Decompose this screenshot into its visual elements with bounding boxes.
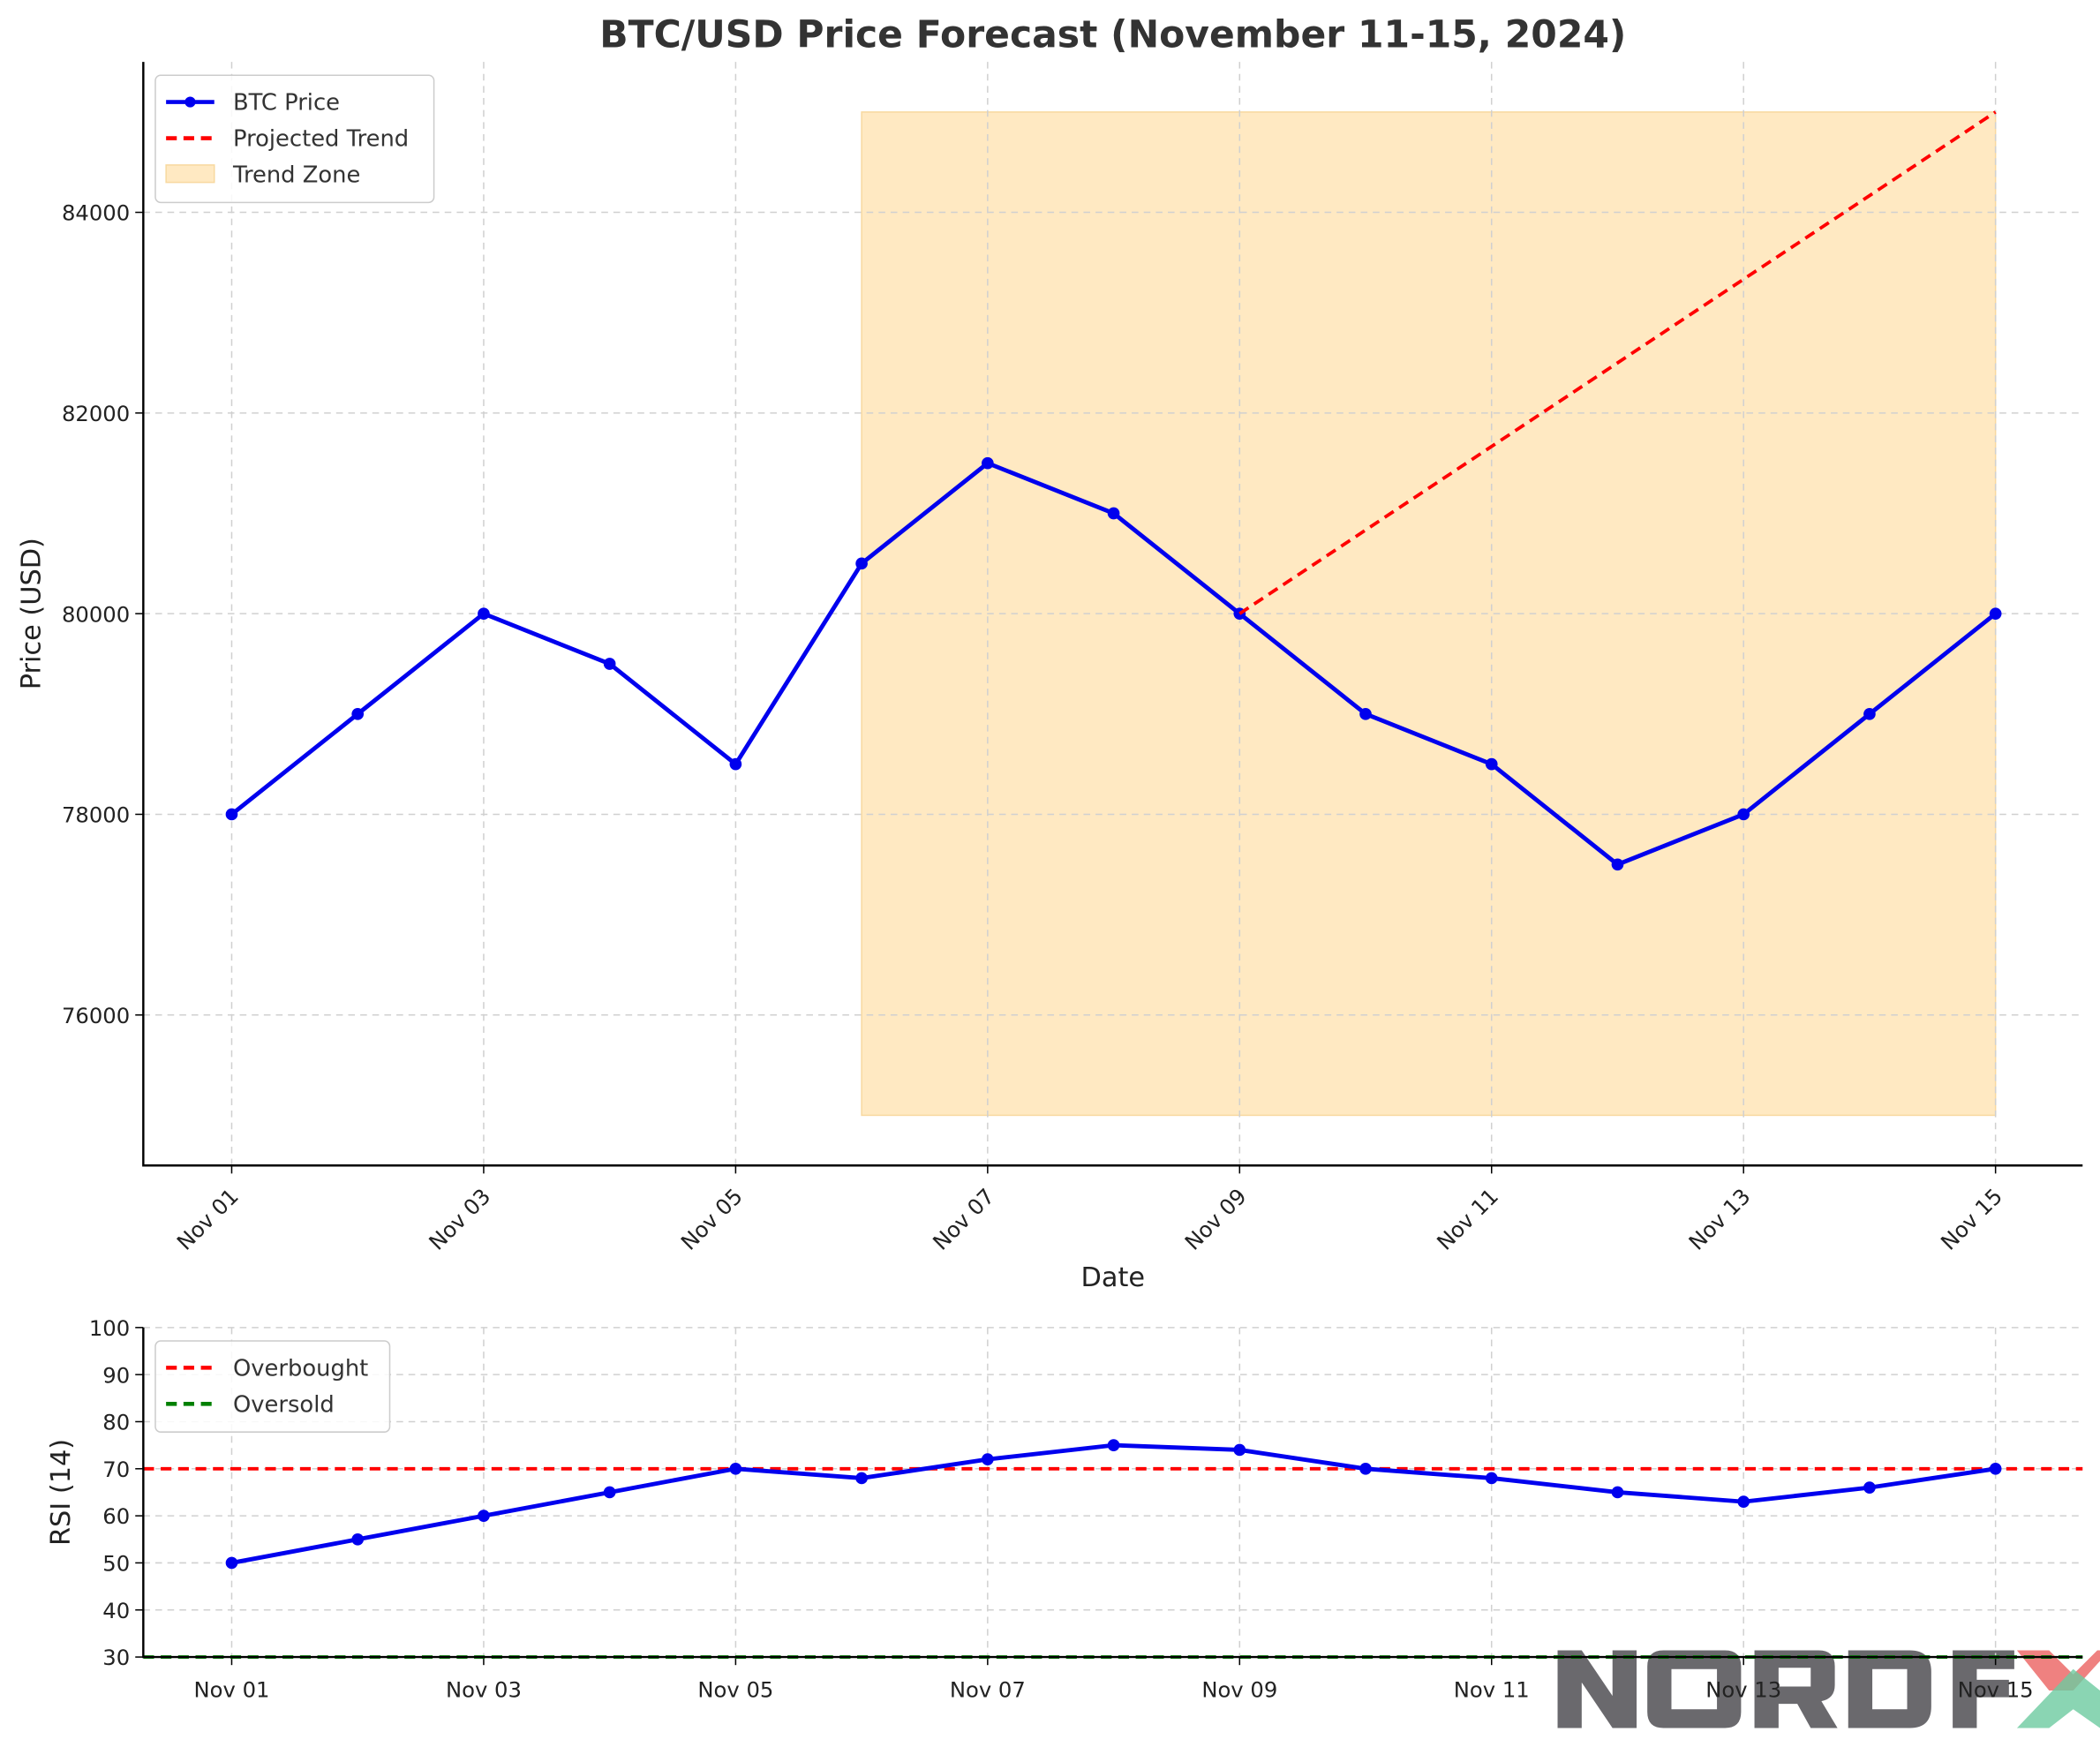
legend-label: Oversold [233, 1391, 335, 1418]
price-plot: Nov 01 Nov 03 Nov 05 Nov 07 Nov 09 Nov 11 Nov … [62, 62, 2083, 1255]
x-tick-label: Nov 09 [1179, 1183, 1251, 1254]
y-tick-label: 76000 [62, 1003, 130, 1028]
data-point [1359, 707, 1372, 720]
data-point [1989, 607, 2002, 620]
logo-x-green [2016, 1668, 2100, 1728]
y-tick-label: 84000 [62, 200, 130, 226]
y-tick-label: 90 [102, 1362, 130, 1388]
rsi-plot: Nov 01 Nov 03 Nov 05 Nov 07 Nov 09 Nov 11 Nov … [89, 1315, 2083, 1703]
price-x-axis-label: Date [1081, 1262, 1146, 1293]
data-point [855, 557, 868, 570]
data-point [1611, 1486, 1624, 1499]
price-y-axis-label: Price (USD) [17, 538, 48, 689]
data-point [855, 1472, 868, 1485]
legend-label: Overbought [233, 1355, 368, 1382]
data-point [603, 658, 616, 670]
x-tick-label: Nov 03 [446, 1677, 522, 1703]
rsi-y-axis-label: RSI (14) [46, 1439, 77, 1546]
y-tick-label: 80 [102, 1410, 130, 1435]
data-point [603, 1486, 616, 1499]
y-tick-label: 70 [102, 1457, 130, 1482]
legend-swatch [165, 164, 215, 184]
data-point [478, 1510, 490, 1522]
logo-letter-n [1557, 1650, 1637, 1728]
data-point [1737, 808, 1750, 821]
logo-letter-d [1848, 1650, 1931, 1728]
data-point [1107, 507, 1120, 520]
logo-letter-o [1647, 1650, 1742, 1728]
data-point [478, 607, 490, 620]
data-point [351, 1532, 365, 1546]
y-tick-label: 40 [102, 1598, 130, 1623]
trend-zone [861, 111, 1997, 1117]
logo-letter-r [1754, 1650, 1838, 1728]
x-tick-label: Nov 03 [424, 1183, 495, 1254]
data-point [1989, 1462, 2002, 1475]
legend-box [154, 1340, 391, 1433]
data-point [729, 757, 742, 771]
logo-letter-f [1953, 1650, 2014, 1728]
data-point [1485, 757, 1498, 771]
x-tick-label: Nov 15 [1936, 1183, 2007, 1254]
data-point [1107, 1439, 1120, 1451]
x-tick-label: Nov 15 [1958, 1677, 2034, 1703]
nordfx-watermark-logo [1557, 1650, 2100, 1728]
x-tick-label: Nov 11 [1454, 1677, 1530, 1703]
data-point [225, 1556, 238, 1570]
legend-label: Projected Trend [233, 126, 409, 153]
legend-marker [184, 96, 196, 108]
data-point [1359, 1462, 1372, 1475]
x-tick-label: Nov 05 [697, 1677, 773, 1703]
data-point [729, 1462, 742, 1475]
y-tick-label: 50 [102, 1551, 130, 1577]
x-tick-label: Nov 01 [194, 1677, 270, 1703]
x-tick-label: Nov 01 [172, 1183, 244, 1254]
y-tick-label: 60 [102, 1503, 130, 1529]
axes-frame [142, 1327, 2083, 1659]
data-point [982, 1453, 994, 1465]
x-tick-label: Nov 09 [1201, 1677, 1277, 1703]
data-point [351, 707, 365, 720]
data-point [1737, 1495, 1750, 1508]
y-tick-label: 80000 [62, 601, 130, 627]
x-tick-label: Nov 13 [1705, 1677, 1781, 1703]
projected-trend-line [1238, 110, 1997, 615]
data-point [1863, 707, 1876, 720]
x-tick-label: Nov 11 [1432, 1183, 1503, 1254]
x-tick-label: Nov 07 [950, 1677, 1026, 1703]
data-point [225, 808, 238, 821]
y-tick-label: 30 [102, 1645, 130, 1670]
data-point [1233, 1443, 1246, 1457]
data-point [982, 456, 994, 470]
y-tick-label: 82000 [62, 401, 130, 426]
legend-label: Trend Zone [232, 162, 360, 189]
legend-label: BTC Price [233, 90, 340, 117]
x-tick-label: Nov 13 [1683, 1183, 1755, 1254]
x-tick-label: Nov 05 [675, 1183, 747, 1254]
data-point [1611, 858, 1624, 871]
rsi-line [231, 1442, 1997, 1565]
chart-title: BTC/USD Price Forecast (November 11-15, … [599, 13, 1626, 56]
y-tick-label: 100 [89, 1315, 130, 1341]
x-tick-label: Nov 07 [928, 1183, 999, 1254]
data-point [1485, 1472, 1498, 1485]
y-tick-label: 78000 [62, 802, 130, 828]
data-point [1863, 1481, 1876, 1494]
legend-box [154, 74, 435, 204]
axes-frame [142, 62, 2083, 1167]
